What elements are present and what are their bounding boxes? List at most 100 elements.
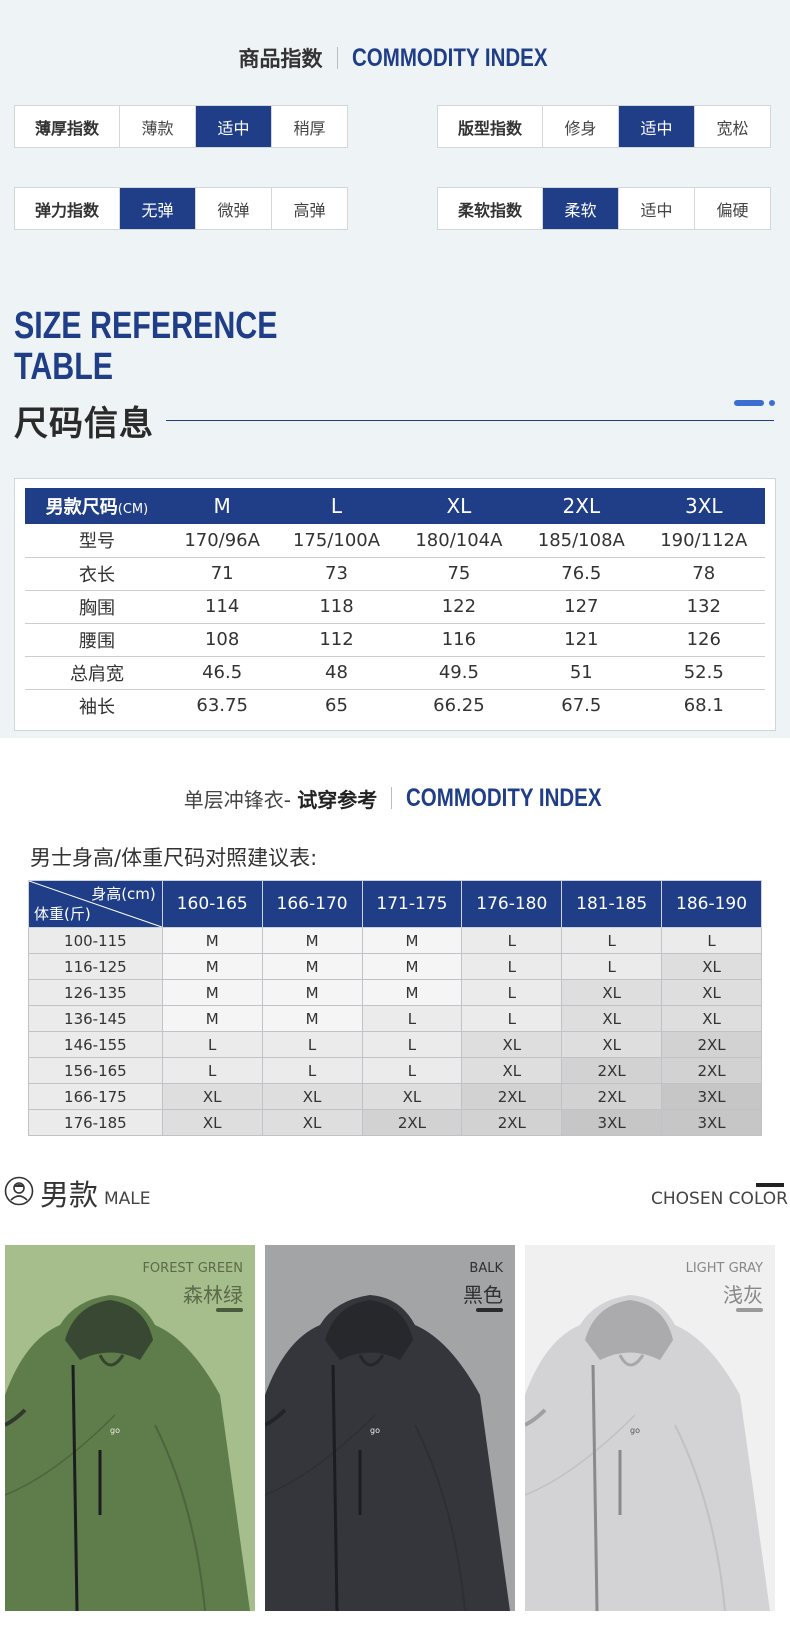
fitting-table-corner: 身高(cm) 体重(斤) (28, 880, 163, 928)
table-row: 100-115 M M M L L L (28, 927, 762, 954)
size-cell: 112 (275, 623, 398, 657)
fit-size-cell: XL (261, 1083, 363, 1110)
height-header-cell: 186-190 (661, 880, 762, 928)
table-row: 总肩宽 46.5 48 49.5 51 52.5 (25, 656, 765, 690)
size-cell: 175/100A (275, 524, 398, 558)
fit-size-cell: L (361, 1031, 463, 1058)
fit-size-cell: XL (561, 979, 663, 1006)
table-row: 126-135 M M M L XL XL (28, 979, 762, 1006)
fit-size-cell: M (161, 953, 263, 980)
fit-size-cell: XL (461, 1031, 563, 1058)
height-header-cell: 176-180 (461, 880, 563, 928)
size-cell: 51 (520, 656, 643, 690)
weight-cell: 166-175 (28, 1083, 163, 1110)
fit-size-cell: XL (661, 979, 762, 1006)
index-label: 薄厚指数 (34, 118, 99, 138)
color-card[interactable]: go BALK 黑色 (265, 1245, 515, 1611)
size-cell: 108 (168, 623, 276, 657)
commodity-index-header: 商品指数 COMMODITY INDEX (0, 40, 790, 76)
size-cell: 180/104A (397, 524, 521, 558)
fit-size-cell: 2XL (661, 1057, 762, 1084)
jacket-image: go (5, 1295, 250, 1611)
size-cell: 73 (275, 557, 398, 591)
fit-size-cell: XL (661, 1005, 762, 1032)
size-reference-title-en: SIZE REFERENCE TABLE (14, 306, 278, 388)
table-row: 136-145 M M L L XL XL (28, 1005, 762, 1032)
fitting-title-bold: 试穿参考 (297, 787, 378, 812)
weight-cell: 156-165 (28, 1057, 163, 1084)
header-divider (336, 47, 338, 69)
size-cell: 116 (397, 623, 521, 657)
corner-main: 男款尺码 (45, 497, 118, 518)
size-cell: 190/112A (642, 524, 765, 558)
size-cell: 76.5 (520, 557, 643, 591)
color-accent-bar (216, 1308, 243, 1312)
fit-size-cell: 3XL (661, 1083, 762, 1110)
row-label: 袖长 (78, 696, 115, 718)
jacket-image: go (525, 1295, 770, 1611)
fitting-title-cn: 单层冲锋衣- 试穿参考 (184, 784, 378, 813)
size-cell: 66.25 (433, 695, 485, 717)
table-row: 型号 170/96A 175/100A 180/104A 185/108A 190/112… (25, 524, 765, 558)
table-row: 腰围 108 112 116 121 126 (25, 623, 765, 657)
fit-size-cell: L (461, 979, 563, 1006)
table-row: 156-165 L L L XL 2XL 2XL (28, 1057, 762, 1084)
index-option: 高弹 (271, 188, 347, 229)
size-table-card: 男款尺码(CM) M L XL 2XL 3XL 型号 170/96A 175/100A 180… (14, 478, 776, 731)
index-option: 偏硬 (694, 188, 770, 229)
fitting-table: 身高(cm) 体重(斤) 160-165 166-170 171-175 176-18… (28, 880, 762, 1136)
table-row: 袖长 63.75 65 66.25 67.5 68.1 (25, 689, 765, 722)
height-header-cell: 181-185 (561, 880, 663, 928)
fit-size-cell: 2XL (561, 1083, 663, 1110)
size-cell: 121 (520, 623, 643, 657)
size-cell: 75 (397, 557, 521, 591)
size-header-cell: 2XL (520, 488, 643, 524)
fit-size-cell: L (461, 1005, 563, 1032)
fit-size-cell: L (661, 927, 762, 954)
title-underline (166, 420, 774, 421)
size-cell: 68.1 (683, 695, 724, 717)
fit-size-cell: XL (161, 1109, 263, 1136)
fit-size-cell: M (361, 979, 463, 1006)
size-cell: 49.5 (397, 656, 521, 690)
color-name-en: LIGHT GRAY (685, 1261, 763, 1276)
male-title-cn: 男款 (40, 1178, 99, 1212)
size-cell: 127 (520, 590, 643, 624)
chosen-color-bar (756, 1183, 784, 1187)
corner-diagonal (29, 881, 162, 927)
fit-size-cell: 2XL (661, 1031, 762, 1058)
size-table-corner: 男款尺码(CM) (25, 488, 169, 524)
index-row-fit: 版型指数 修身 适中 宽松 (437, 105, 771, 148)
fitting-table-header: 身高(cm) 体重(斤) 160-165 166-170 171-175 176-18… (28, 880, 762, 928)
male-title-en: MALE (104, 1189, 151, 1209)
fit-size-cell: L (261, 1031, 363, 1058)
fit-size-cell: 3XL (661, 1109, 762, 1136)
color-card[interactable]: go LIGHT GRAY 浅灰 (525, 1245, 775, 1611)
weight-cell: 136-145 (28, 1005, 163, 1032)
row-label: 总肩宽 (25, 656, 169, 690)
svg-text:go: go (370, 1426, 380, 1435)
color-card[interactable]: go FOREST GREEN 森林绿 (5, 1245, 255, 1611)
index-option: 微弹 (195, 188, 271, 229)
index-row-thickness: 薄厚指数 薄款 适中 稍厚 (14, 105, 348, 148)
table-row: 146-155 L L L XL XL 2XL (28, 1031, 762, 1058)
fit-size-cell: L (561, 927, 663, 954)
size-header-cell: M (168, 488, 276, 524)
fitting-divider (391, 787, 393, 809)
svg-text:go: go (110, 1426, 120, 1435)
corner-height-label: 身高(cm) (91, 885, 156, 903)
fit-size-cell: XL (561, 1005, 663, 1032)
size-cell: 71 (168, 557, 276, 591)
fit-size-cell: XL (261, 1109, 363, 1136)
fitting-title-en: COMMODITY INDEX (406, 783, 602, 812)
index-option: 宽松 (694, 106, 770, 147)
size-header-cell: L (275, 488, 398, 524)
table-row: 116-125 M M M L L XL (28, 953, 762, 980)
chosen-color-label: CHOSEN COLOR (651, 1189, 788, 1209)
size-cell: 132 (642, 590, 765, 624)
fit-size-cell: M (261, 979, 363, 1006)
row-label: 型号 (25, 524, 169, 558)
index-option: 无弹 (119, 188, 195, 229)
fit-size-cell: XL (161, 1083, 263, 1110)
fit-size-cell: 2XL (361, 1109, 463, 1136)
